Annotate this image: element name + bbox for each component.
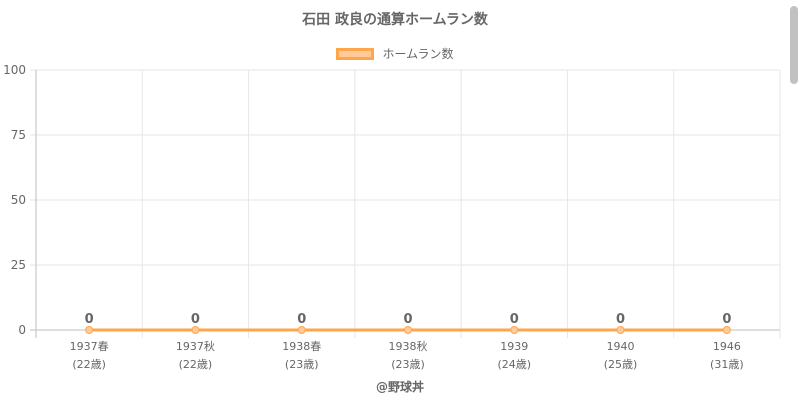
data-point xyxy=(85,326,94,334)
data-point xyxy=(510,326,519,334)
data-point xyxy=(616,326,625,334)
legend-label: ホームラン数 xyxy=(382,47,454,61)
legend[interactable]: ホームラン数 xyxy=(0,45,790,62)
x-tick-label: 1937秋 xyxy=(176,339,215,353)
x-tick-sublabel: (23歳) xyxy=(391,358,425,371)
y-tick-label: 50 xyxy=(11,193,26,207)
x-tick-label: 1946 xyxy=(713,340,741,353)
y-tick-label: 75 xyxy=(11,128,26,142)
data-label: 0 xyxy=(616,312,625,327)
x-tick-label: 1937春 xyxy=(70,340,109,353)
chart-title: 石田 政良の通算ホームラン数 xyxy=(302,12,488,28)
y-tick-label: 25 xyxy=(11,258,26,272)
x-tick-sublabel: (24歳) xyxy=(497,358,531,371)
x-tick-sublabel: (31歳) xyxy=(710,358,744,371)
x-tick-sublabel: (23歳) xyxy=(285,358,319,371)
data-label: 0 xyxy=(85,312,94,327)
x-tick-label: 1938秋 xyxy=(389,339,428,353)
data-label: 0 xyxy=(722,312,731,327)
data-point xyxy=(297,326,306,334)
y-tick-label: 0 xyxy=(18,323,26,337)
data-label: 0 xyxy=(403,312,412,327)
y-tick-label: 100 xyxy=(3,63,26,77)
x-tick-sublabel: (22歳) xyxy=(179,358,213,371)
data-point xyxy=(722,326,731,334)
x-tick-sublabel: (22歳) xyxy=(72,358,106,371)
x-tick-label: 1940 xyxy=(607,340,635,353)
footer-credit: @野球丼 xyxy=(375,380,424,394)
data-label: 0 xyxy=(191,312,200,327)
legend-swatch xyxy=(336,47,375,60)
x-tick-label: 1938春 xyxy=(282,340,321,353)
data-point xyxy=(404,326,412,334)
scrollbar[interactable] xyxy=(790,6,798,84)
data-point xyxy=(191,326,200,334)
x-tick-label: 1939 xyxy=(500,340,528,353)
x-tick-sublabel: (25歳) xyxy=(604,358,638,371)
data-label: 0 xyxy=(510,312,519,327)
data-label: 0 xyxy=(297,312,306,327)
